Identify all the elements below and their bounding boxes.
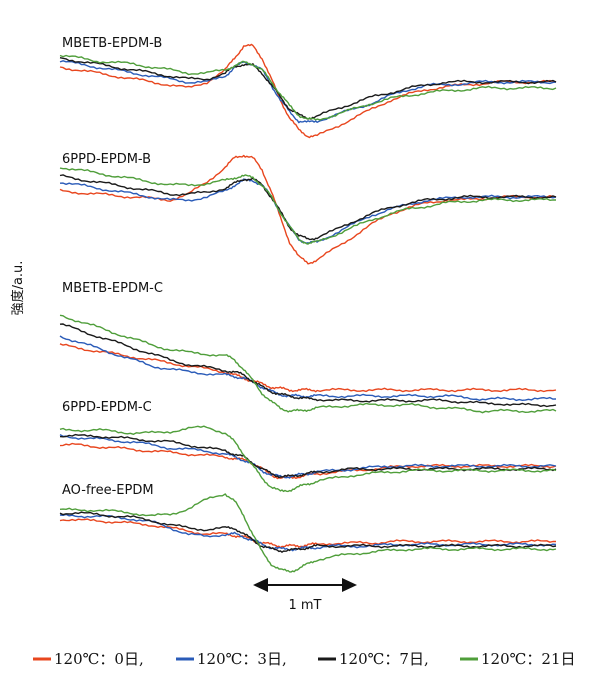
panel-label-mbetb-epdm-b: MBETB-EPDM-B: [62, 36, 162, 51]
trace-mbetb-epdm-c-series-4: [59, 314, 557, 414]
scale-bar: 1 mT: [253, 578, 357, 613]
spectra-traces: [59, 43, 557, 573]
trace-mbetb-epdm-b-series-4: [59, 54, 557, 121]
legend-label-4: 120℃：21日: [481, 650, 576, 668]
trace-mbetb-epdm-c-series-1: [59, 343, 557, 393]
trace-mbetb-epdm-b-series-3: [59, 57, 557, 120]
scale-bar-label: 1 mT: [288, 598, 321, 613]
trace-ao-free-epdm-series-3: [59, 511, 557, 553]
legend-item-1: 120℃：0日,: [33, 650, 144, 668]
trace-ao-free-epdm-series-2: [59, 513, 557, 552]
panel-label-6ppd-epdm-b: 6PPD-EPDM-B: [62, 152, 151, 167]
trace-ao-free-epdm-series-1: [59, 518, 556, 549]
legend-item-3: 120℃：7日,: [318, 650, 429, 668]
trace-mbetb-epdm-b-series-1: [59, 43, 557, 139]
scale-bar-right-arrowhead: [342, 578, 357, 592]
panel-labels: MBETB-EPDM-B 6PPD-EPDM-B MBETB-EPDM-C 6PPD-…: [62, 36, 163, 498]
trace-6ppd-epdm-c-series-4: [59, 425, 557, 493]
trace-6ppd-epdm-c-series-2: [59, 433, 557, 479]
legend: 120℃：0日, 120℃：3日, 120℃：7日, 120℃：21日: [33, 650, 576, 668]
trace-mbetb-epdm-b-series-2: [59, 60, 557, 124]
trace-ao-free-epdm-series-4: [59, 493, 557, 573]
legend-label-1: 120℃：0日,: [54, 650, 144, 668]
legend-label-3: 120℃：7日,: [339, 650, 429, 668]
legend-item-2: 120℃：3日,: [176, 650, 287, 668]
panel-label-6ppd-epdm-c: 6PPD-EPDM-C: [62, 400, 152, 415]
legend-label-2: 120℃：3日,: [197, 650, 287, 668]
panel-label-ao-free-epdm: AO-free-EPDM: [62, 483, 154, 498]
trace-mbetb-epdm-c-series-3: [59, 323, 557, 408]
trace-6ppd-epdm-b-series-3: [59, 174, 557, 241]
trace-6ppd-epdm-b-series-1: [59, 154, 557, 265]
y-axis-label: 強度/a.u.: [10, 261, 26, 316]
legend-item-4: 120℃：21日: [460, 650, 576, 668]
scale-bar-left-arrowhead: [253, 578, 268, 592]
trace-6ppd-epdm-b-series-4: [59, 167, 557, 245]
trace-mbetb-epdm-c-series-2: [59, 335, 557, 402]
panel-label-mbetb-epdm-c: MBETB-EPDM-C: [62, 281, 163, 296]
